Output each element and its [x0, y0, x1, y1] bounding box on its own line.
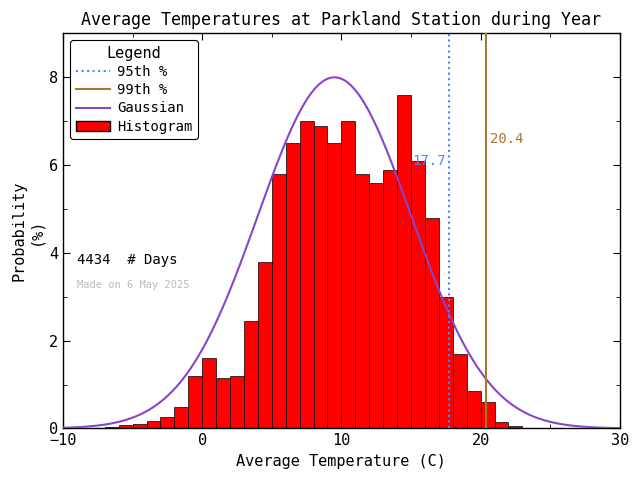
- Bar: [411, 161, 425, 429]
- Bar: [439, 297, 452, 429]
- Bar: [495, 422, 508, 429]
- Bar: [216, 378, 230, 429]
- Title: Average Temperatures at Parkland Station during Year: Average Temperatures at Parkland Station…: [81, 11, 602, 29]
- Bar: [161, 417, 174, 429]
- Bar: [230, 376, 244, 429]
- Bar: [314, 126, 328, 429]
- Bar: [202, 358, 216, 429]
- Bar: [452, 354, 467, 429]
- Bar: [147, 420, 161, 429]
- Bar: [188, 376, 202, 429]
- Bar: [508, 426, 522, 429]
- Bar: [77, 428, 91, 429]
- Bar: [174, 407, 188, 429]
- Bar: [105, 427, 119, 429]
- Legend: 95th %, 99th %, Gaussian, Histogram: 95th %, 99th %, Gaussian, Histogram: [70, 40, 198, 139]
- Y-axis label: Probability
(%): Probability (%): [11, 181, 44, 281]
- Bar: [397, 95, 411, 429]
- Text: 17.7: 17.7: [412, 154, 446, 168]
- Bar: [328, 143, 341, 429]
- Bar: [481, 402, 495, 429]
- Bar: [258, 262, 272, 429]
- Bar: [467, 391, 481, 429]
- Bar: [244, 321, 258, 429]
- Bar: [383, 169, 397, 429]
- Bar: [300, 121, 314, 429]
- Text: 20.4: 20.4: [490, 132, 524, 146]
- Bar: [425, 218, 439, 429]
- Bar: [91, 428, 105, 429]
- Bar: [285, 143, 300, 429]
- Bar: [119, 425, 132, 429]
- Bar: [369, 183, 383, 429]
- Bar: [355, 174, 369, 429]
- Text: 4434  # Days: 4434 # Days: [77, 252, 177, 267]
- Bar: [341, 121, 355, 429]
- X-axis label: Average Temperature (C): Average Temperature (C): [236, 454, 446, 469]
- Bar: [132, 424, 147, 429]
- Bar: [272, 174, 285, 429]
- Text: Made on 6 May 2025: Made on 6 May 2025: [77, 280, 189, 290]
